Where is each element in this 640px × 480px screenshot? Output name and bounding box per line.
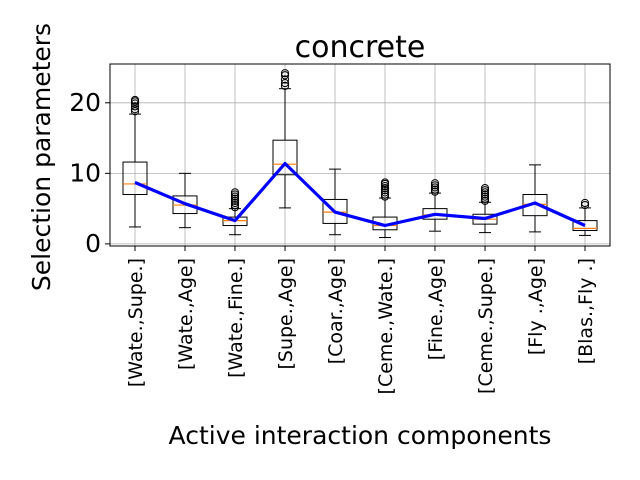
box-4 (272, 69, 298, 209)
outlier-point (480, 188, 490, 197)
box-10 (572, 198, 598, 236)
y-tick-label: 20 (69, 88, 101, 117)
outlier-point (430, 187, 440, 196)
outlier-point (430, 185, 440, 194)
outlier-point (380, 192, 390, 201)
chart-title: concrete (295, 30, 426, 65)
box-iqr (572, 220, 598, 231)
x-tick-label: [Coar.,Age] (325, 258, 347, 364)
outlier-point (380, 181, 390, 191)
outlier-point (430, 181, 440, 190)
x-tick-label: [Ceme.,Wate.] (375, 258, 397, 394)
outlier-point (230, 196, 240, 205)
outlier-point (580, 198, 590, 208)
x-axis-label: Active interaction components (169, 421, 552, 450)
outlier-point (130, 95, 140, 105)
outlier-point (380, 178, 390, 187)
box-iqr (322, 198, 348, 224)
outlier-point (380, 190, 390, 199)
box-plot-group (122, 69, 598, 239)
box-5 (322, 168, 348, 236)
outlier-point (280, 75, 290, 84)
outlier-point (230, 200, 240, 210)
outlier-point (480, 186, 490, 195)
outlier-point (280, 71, 290, 80)
outlier-point (230, 188, 240, 197)
outlier-point (280, 81, 290, 90)
x-tick-label: [Wate.,Fine.] (225, 258, 247, 378)
box-8 (472, 184, 498, 234)
x-tick-label: [Fly .,Age] (525, 258, 547, 355)
outlier-point (230, 194, 240, 203)
outlier-point (230, 203, 240, 212)
outlier-point (380, 184, 390, 193)
outlier-point (480, 194, 490, 203)
box-iqr (122, 161, 148, 196)
y-axis-label: Selection parameters (27, 23, 56, 291)
x-tick-label: [Blas.,Fly .] (575, 258, 597, 364)
x-tick-label: [Fine.,Age] (425, 258, 447, 360)
x-axis-ticks: [Wate.,Supe.] [Wate.,Age] [Wate.,Fine.] [Su… (125, 246, 597, 394)
outlier-point (130, 105, 140, 114)
outlier-point (430, 183, 440, 192)
box-iqr (272, 139, 298, 176)
outlier-point (230, 192, 240, 201)
trend-line-group (134, 161, 586, 228)
trend-line (134, 161, 586, 228)
y-tick-label: 10 (69, 158, 101, 187)
outlier-point (430, 179, 440, 188)
outlier-point (130, 99, 140, 108)
box-1 (122, 95, 148, 228)
outlier-point (480, 196, 490, 205)
outlier-point (480, 184, 490, 193)
outlier-point (380, 186, 390, 195)
outlier-point (280, 78, 290, 88)
outlier-point (480, 192, 490, 201)
y-axis-ticks: 0 10 20 (69, 88, 110, 258)
x-tick-label: [Wate.,Supe.] (125, 258, 147, 387)
outlier-point (580, 200, 590, 210)
outlier-point (280, 69, 290, 78)
outlier-point (130, 107, 140, 116)
y-tick-label: 0 (85, 229, 101, 258)
outlier-point (230, 190, 240, 199)
plot-frame (109, 63, 611, 247)
x-tick-label: [Ceme.,Supe.] (475, 258, 497, 394)
outlier-point (380, 188, 390, 197)
outlier-point (480, 190, 490, 199)
x-tick-label: [Wate.,Age] (175, 258, 197, 370)
outlier-point (230, 198, 240, 208)
x-tick-label: [Supe.,Age] (275, 258, 297, 370)
box-iqr (222, 216, 248, 227)
outlier-point (130, 102, 140, 111)
